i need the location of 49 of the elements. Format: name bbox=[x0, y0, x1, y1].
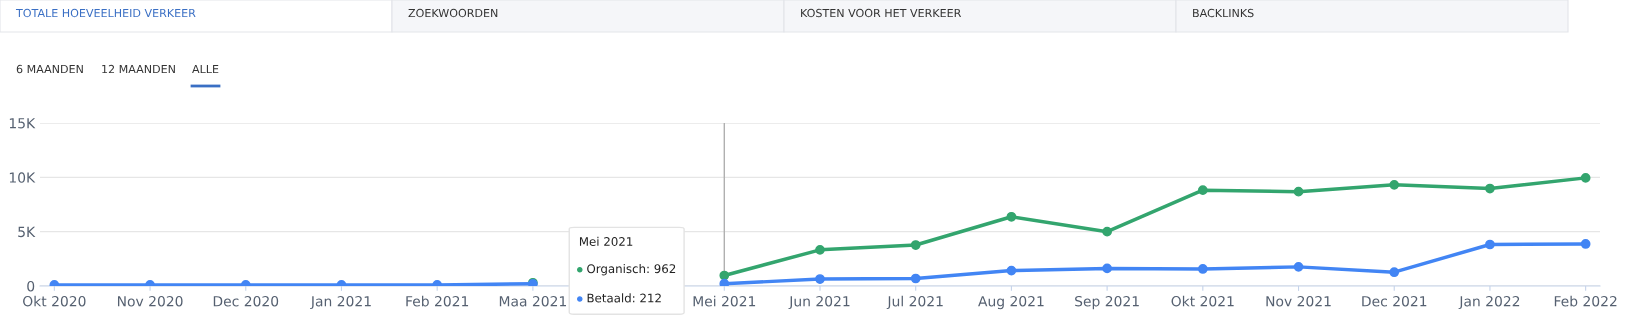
x-tick-label: Jan 2022 bbox=[1458, 295, 1520, 310]
x-tick-label: Feb 2022 bbox=[1554, 295, 1617, 307]
y-tick-label: 5K bbox=[18, 226, 36, 238]
point bbox=[1293, 186, 1304, 197]
point bbox=[815, 274, 825, 284]
text: 12 MAANDEN bbox=[102, 64, 175, 74]
point bbox=[815, 244, 825, 255]
x-tick-label: Dec 2021 bbox=[1362, 295, 1427, 307]
point bbox=[910, 273, 921, 284]
point bbox=[910, 240, 921, 250]
x-tick-label: Nov 2020 bbox=[117, 295, 183, 307]
x-tick-label: Jan 2021 bbox=[310, 295, 371, 310]
x-tick-label: Maa 2021 bbox=[499, 295, 566, 307]
point bbox=[1102, 263, 1112, 274]
point bbox=[1102, 226, 1112, 237]
point bbox=[1389, 267, 1400, 278]
point bbox=[1485, 239, 1495, 250]
point bbox=[1293, 262, 1304, 272]
x-tick-label: Aug 2021 bbox=[978, 295, 1044, 310]
x-tick-label: Okt 2020 bbox=[23, 295, 86, 307]
text: 6 MAANDEN bbox=[16, 64, 83, 74]
annotation: Organisch: 962 bbox=[587, 263, 676, 276]
x-tick-label: Jul 2021 bbox=[886, 295, 943, 310]
x-tick-label: Okt 2021 bbox=[1171, 295, 1234, 307]
text: TOTALE HOEVEELHEID VERKEER bbox=[15, 8, 196, 18]
point bbox=[1580, 173, 1591, 183]
x-tick-label: Sep 2021 bbox=[1075, 295, 1139, 310]
point bbox=[1580, 239, 1591, 249]
point bbox=[1485, 183, 1495, 194]
text: KOSTEN VOOR HET VERKEER bbox=[801, 8, 962, 18]
x-tick-label: Jun 2021 bbox=[788, 295, 850, 310]
text: ALLE bbox=[192, 64, 219, 74]
y-tick-label: 15K bbox=[9, 118, 36, 129]
text: BACKLINKS bbox=[1193, 8, 1254, 18]
y-tick-label: 10K bbox=[9, 172, 36, 183]
annotation: Mei 2021 bbox=[579, 236, 633, 246]
x-tick-label: Nov 2021 bbox=[1266, 295, 1331, 307]
point bbox=[719, 278, 730, 286]
text: Betaald: 212 bbox=[587, 293, 661, 303]
point bbox=[1197, 264, 1208, 274]
x-tick-label: Mei 2021 bbox=[693, 295, 756, 307]
point bbox=[1197, 185, 1208, 196]
point bbox=[1389, 179, 1400, 190]
point bbox=[1006, 211, 1017, 222]
y-tick-label: 0 bbox=[27, 280, 35, 292]
text: ZOEKWOORDEN bbox=[408, 8, 498, 18]
x-tick-label: Dec 2020 bbox=[213, 295, 279, 307]
x-tick-label: Feb 2021 bbox=[406, 295, 469, 307]
point bbox=[1006, 265, 1017, 276]
